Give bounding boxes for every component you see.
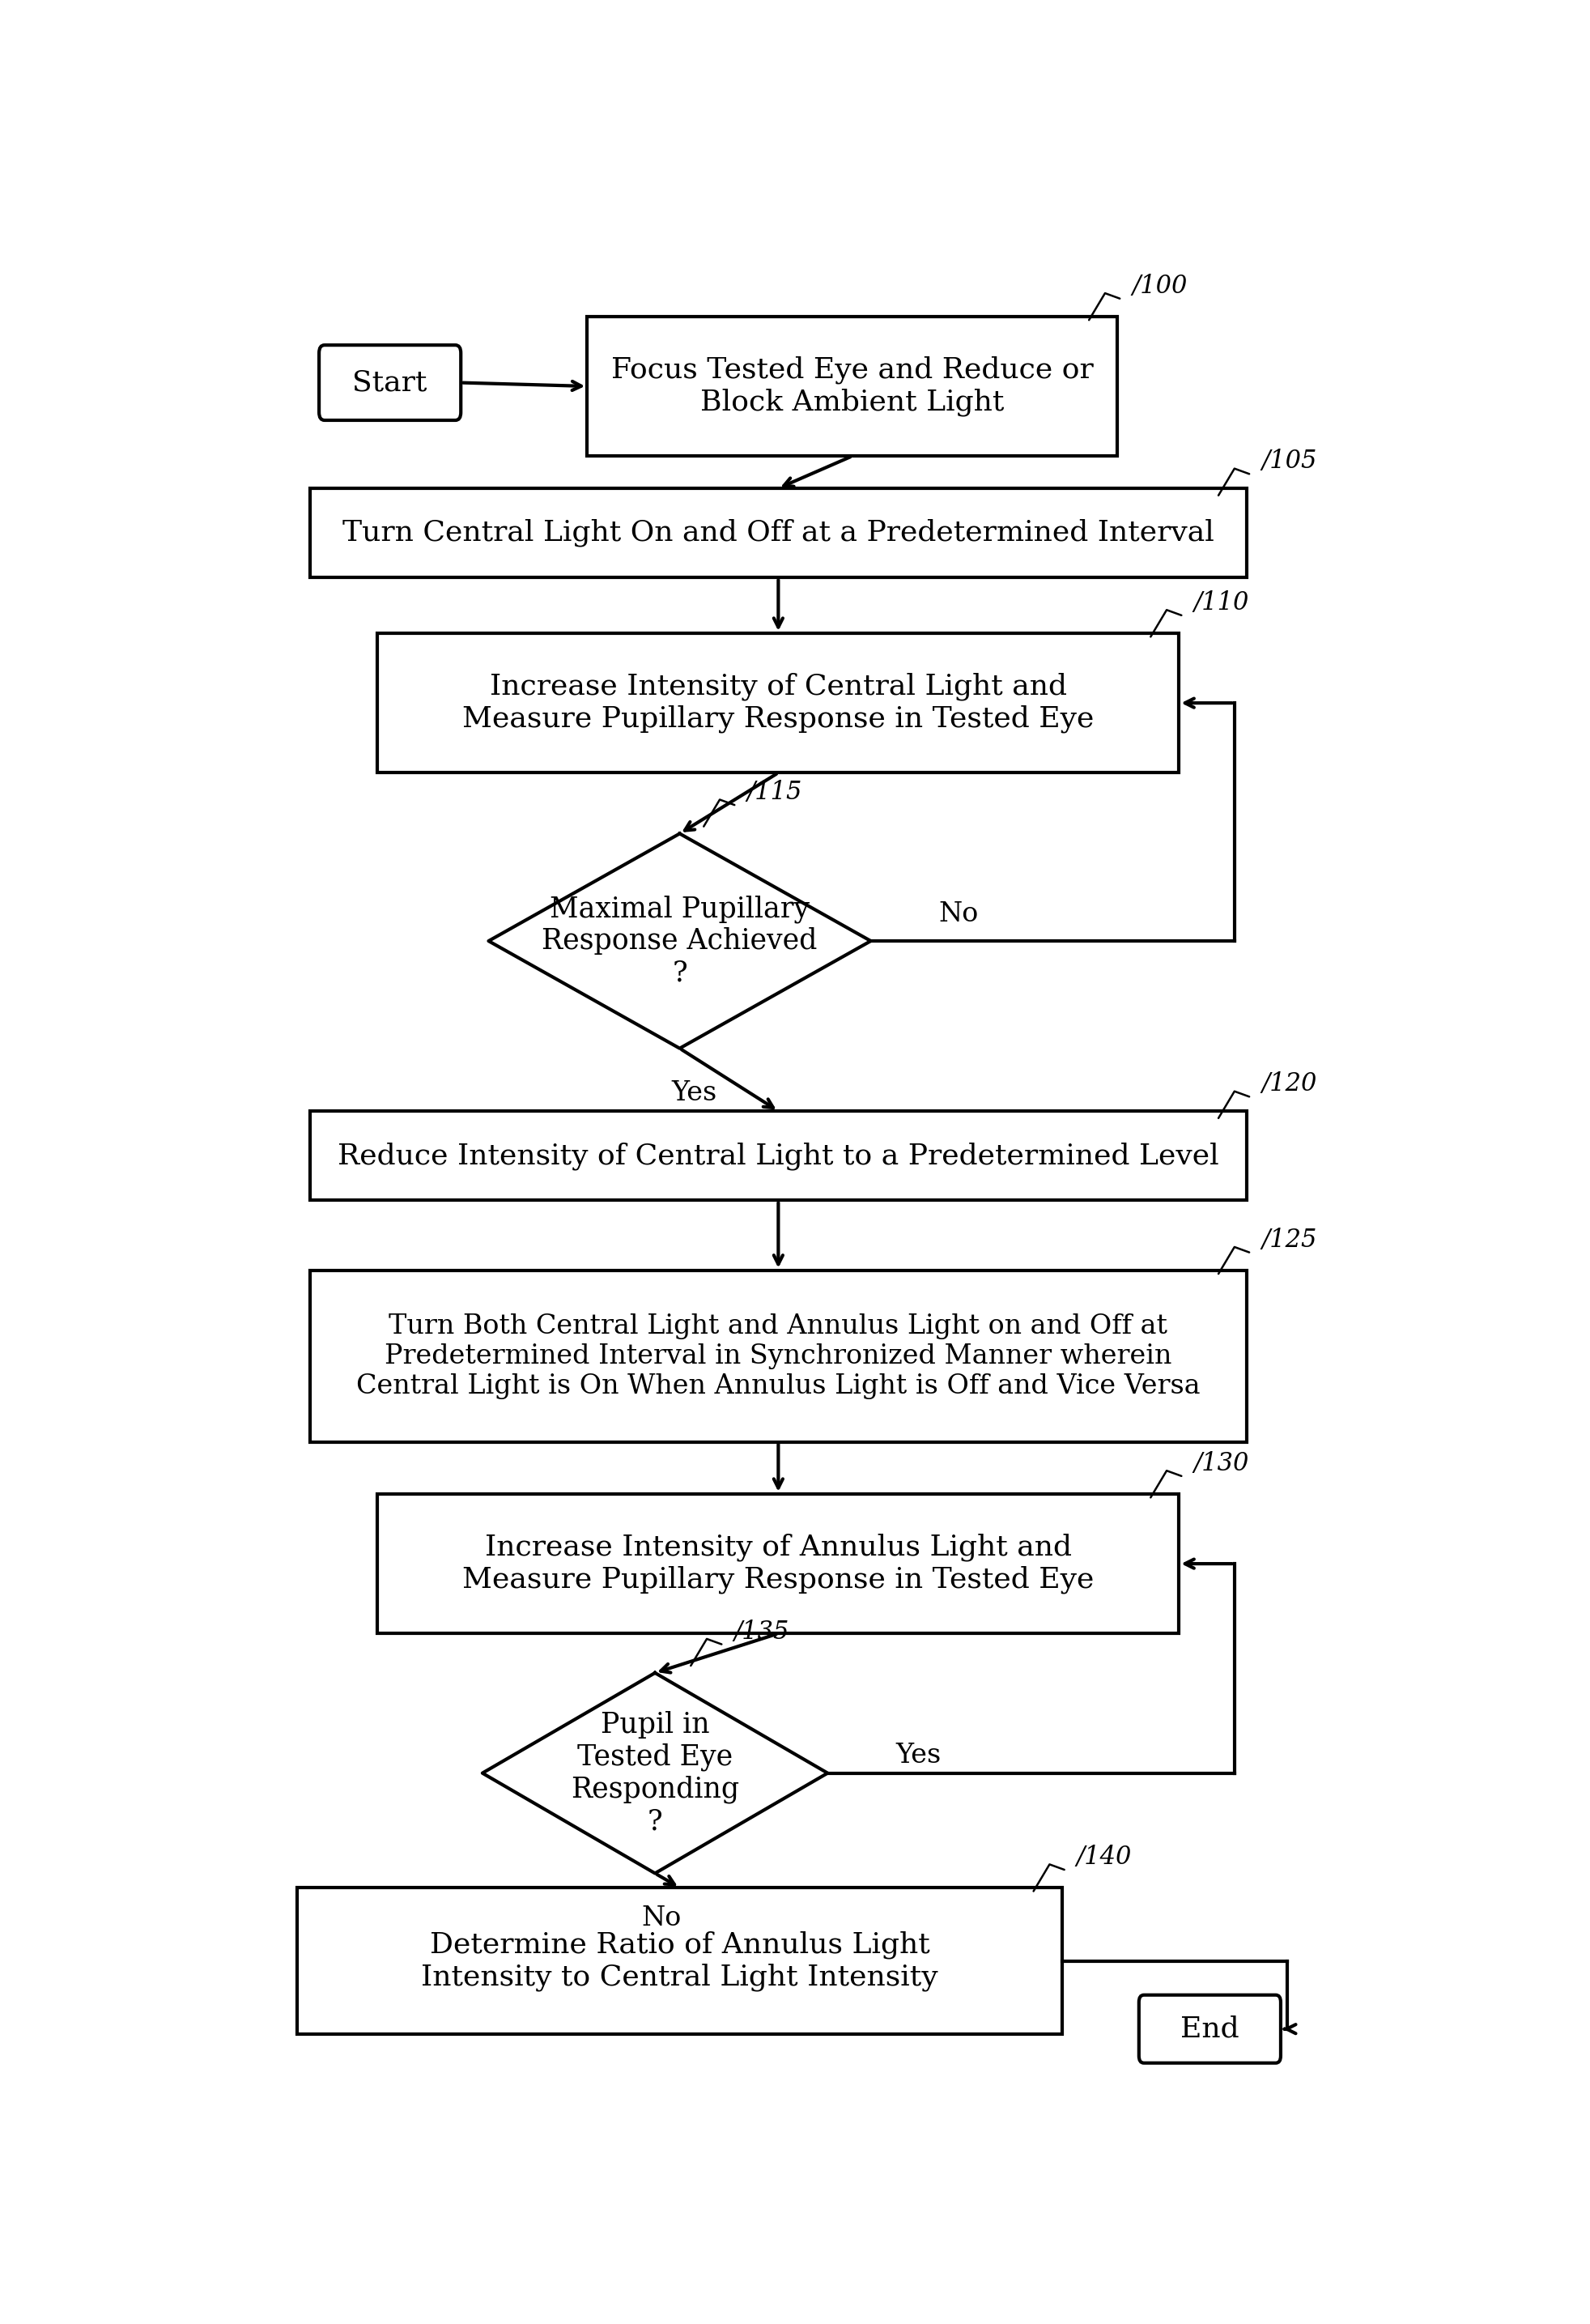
Text: /100: /100 — [1132, 274, 1186, 297]
Bar — [310, 488, 1247, 579]
Polygon shape — [488, 834, 870, 1048]
Text: Reduce Intensity of Central Light to a Predetermined Level: Reduce Intensity of Central Light to a P… — [337, 1141, 1218, 1169]
Text: Maximal Pupillary
Response Achieved
?: Maximal Pupillary Response Achieved ? — [542, 895, 817, 988]
FancyBboxPatch shape — [320, 344, 461, 421]
Text: Determine Ratio of Annulus Light
Intensity to Central Light Intensity: Determine Ratio of Annulus Light Intensi… — [421, 1931, 938, 1992]
Bar — [377, 1494, 1178, 1634]
Text: /105: /105 — [1261, 449, 1317, 474]
Text: /135: /135 — [733, 1620, 789, 1645]
Text: Yes: Yes — [671, 1081, 717, 1106]
Text: Focus Tested Eye and Reduce or
Block Ambient Light: Focus Tested Eye and Reduce or Block Amb… — [611, 356, 1092, 416]
Text: Start: Start — [353, 370, 428, 397]
Bar — [587, 316, 1116, 456]
Polygon shape — [482, 1673, 827, 1873]
Text: /140: /140 — [1076, 1845, 1132, 1871]
Text: /110: /110 — [1192, 590, 1248, 616]
Text: End: End — [1180, 2015, 1239, 2043]
Text: /120: /120 — [1261, 1071, 1317, 1097]
Bar — [310, 1271, 1247, 1441]
Text: /115: /115 — [746, 781, 801, 804]
Text: /125: /125 — [1261, 1227, 1317, 1253]
Text: Turn Both Central Light and Annulus Light on and Off at
Predetermined Interval i: Turn Both Central Light and Annulus Ligh… — [356, 1313, 1200, 1399]
Text: Turn Central Light On and Off at a Predetermined Interval: Turn Central Light On and Off at a Prede… — [342, 518, 1213, 546]
Text: Increase Intensity of Annulus Light and
Measure Pupillary Response in Tested Eye: Increase Intensity of Annulus Light and … — [463, 1534, 1094, 1594]
FancyBboxPatch shape — [1138, 1994, 1280, 2064]
Text: Increase Intensity of Central Light and
Measure Pupillary Response in Tested Eye: Increase Intensity of Central Light and … — [463, 674, 1094, 732]
Text: Pupil in
Tested Eye
Responding
?: Pupil in Tested Eye Responding ? — [571, 1710, 739, 1836]
Text: Yes: Yes — [895, 1743, 941, 1769]
Bar — [310, 1111, 1247, 1202]
Bar — [377, 632, 1178, 774]
Bar — [297, 1887, 1062, 2034]
Text: No: No — [641, 1906, 681, 1931]
Text: /130: /130 — [1192, 1450, 1248, 1476]
Text: No: No — [938, 902, 978, 927]
